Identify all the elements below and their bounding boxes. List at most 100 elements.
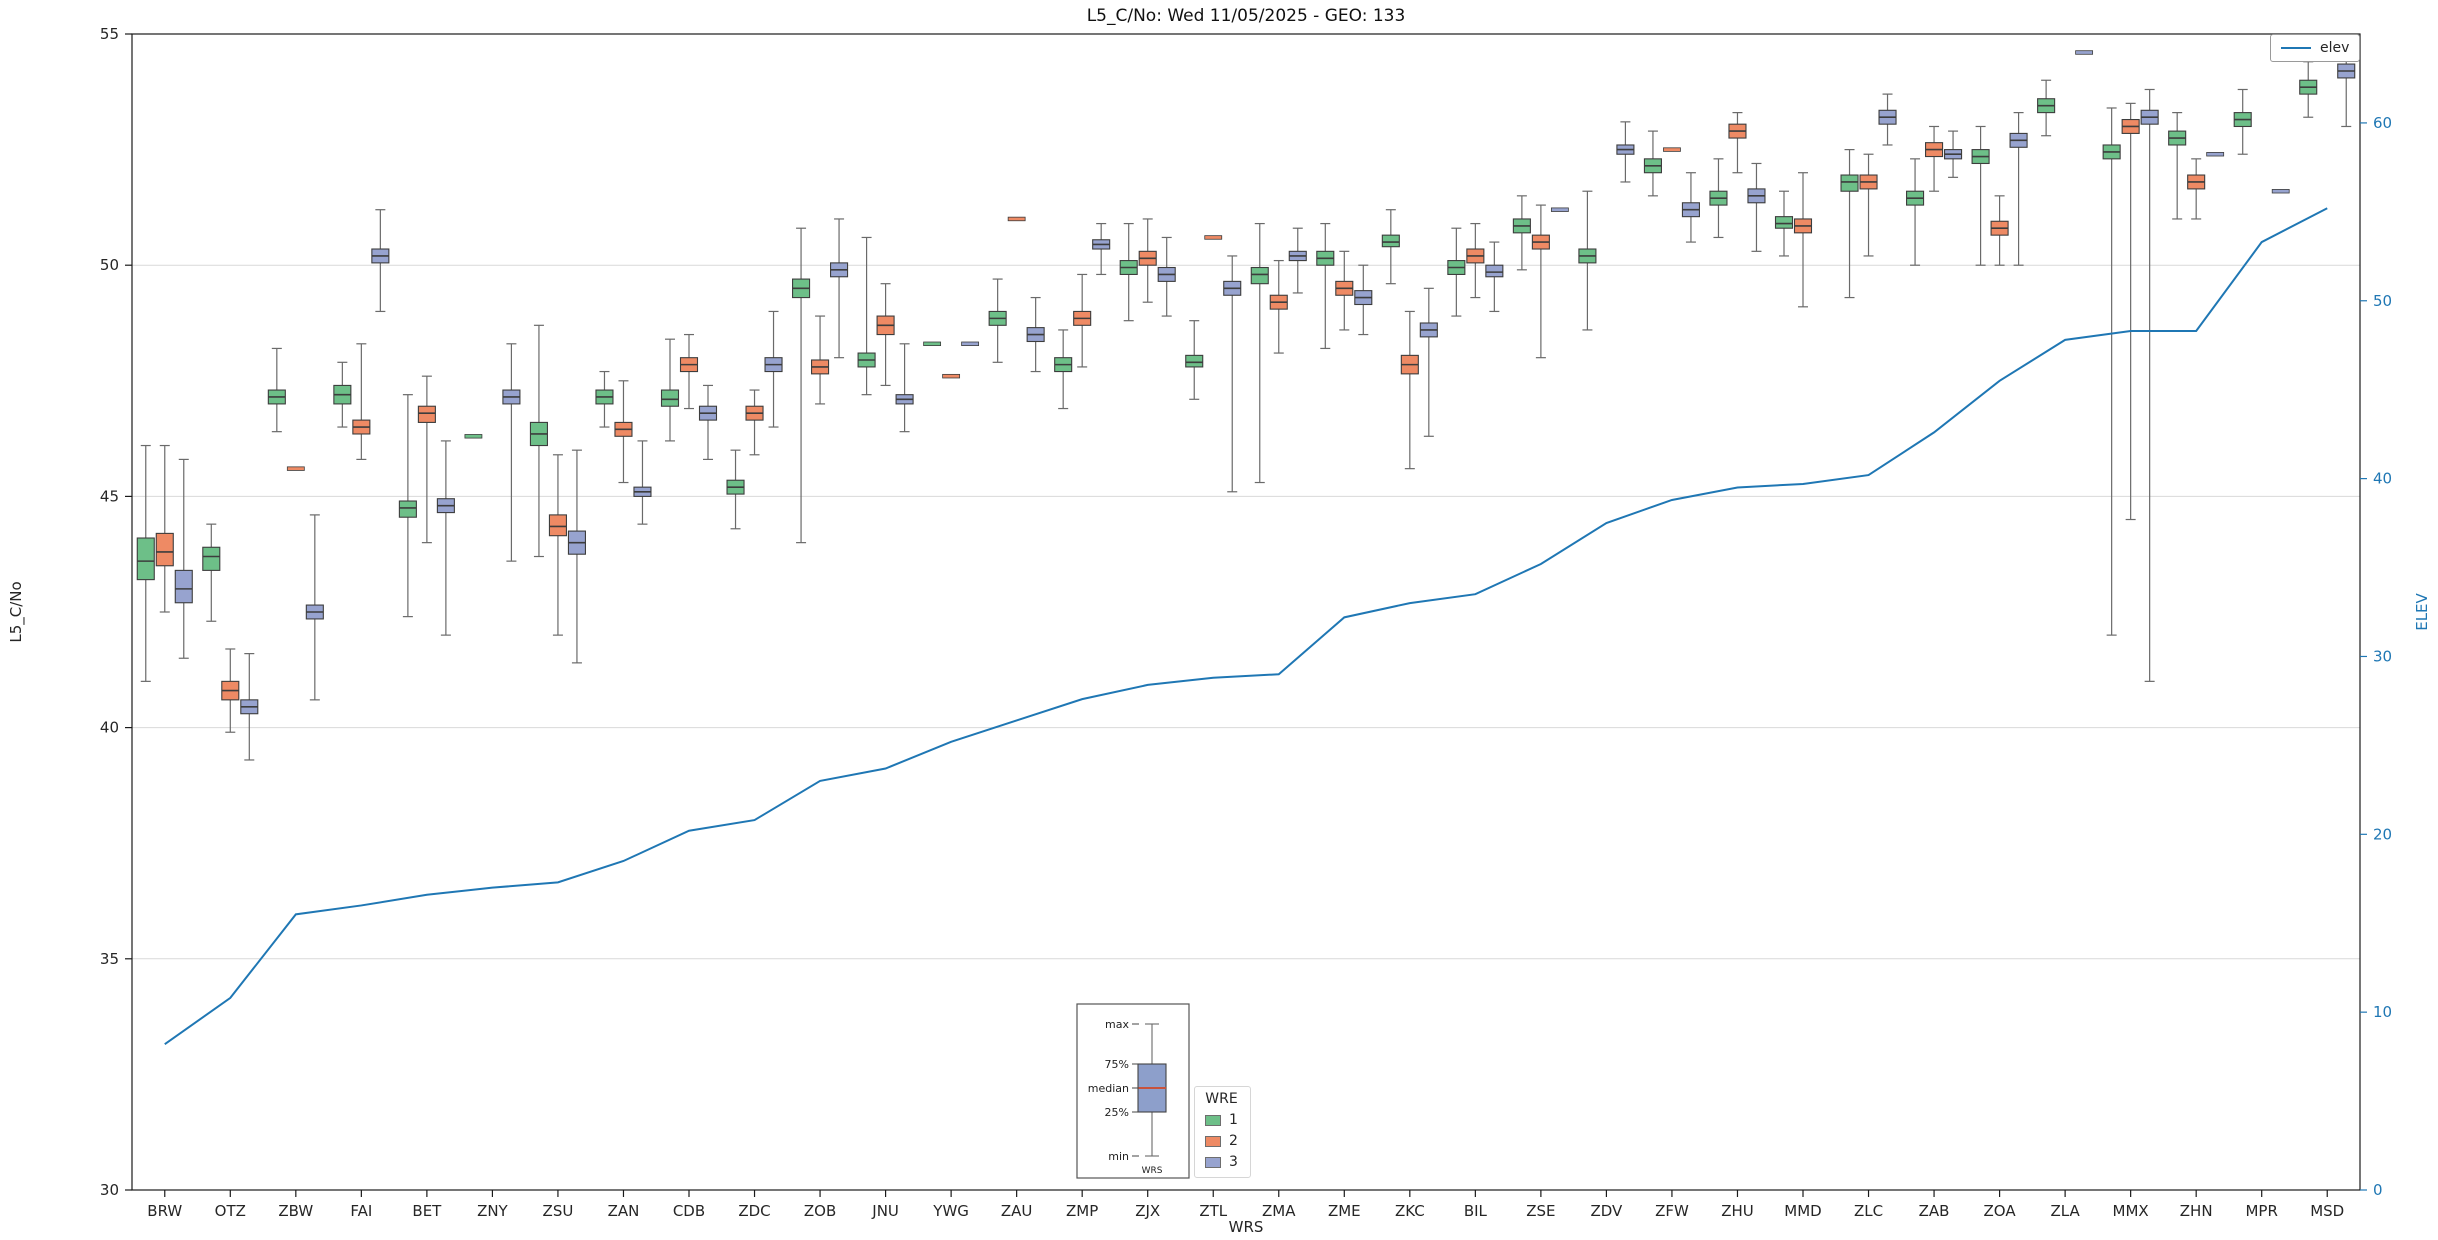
wre-legend-label: 2	[1229, 1133, 1238, 1149]
elev-line-icon	[2281, 47, 2311, 49]
box-dash-MPR-3	[2271, 189, 2290, 194]
x-tick-label-ZOA: ZOA	[1984, 1202, 2017, 1220]
y-tick-label: 55	[100, 25, 119, 43]
inset-label-max: max	[1105, 1018, 1129, 1031]
x-tick-label-ZLA: ZLA	[2050, 1202, 2080, 1220]
box-MMD-1	[1774, 216, 1794, 229]
box-dash-YWG-1	[923, 341, 942, 347]
box-dash-ZBW-2	[286, 466, 305, 471]
box-OTZ-1	[202, 546, 221, 571]
axes-border	[131, 33, 2361, 1191]
y2-tick-label: 40	[2373, 470, 2392, 488]
y2-tick-label: 60	[2373, 114, 2392, 132]
y-tick-label: 35	[100, 950, 119, 968]
y-tick-label: 45	[100, 487, 119, 505]
elev-legend: elev	[2270, 34, 2361, 62]
wre-legend-rows: 1 2 3	[1205, 1112, 1238, 1170]
inset-frame	[1076, 1003, 1190, 1179]
box-BET-1	[398, 500, 417, 518]
box-BRW-2	[155, 532, 174, 567]
x-tick-label-ZHN: ZHN	[2180, 1202, 2213, 1220]
x-tick-label-ZBW: ZBW	[278, 1202, 313, 1220]
x-tick-label-ZHU: ZHU	[1721, 1202, 1754, 1220]
x-tick-label-MMX: MMX	[2113, 1202, 2149, 1220]
box-dash-ZSE-3	[1550, 207, 1569, 212]
box-dash-ZLA-3	[2075, 50, 2094, 55]
inset-label-75%: 75%	[1105, 1058, 1129, 1071]
box-ZTL-1	[1185, 354, 1204, 368]
inset-label-min: min	[1108, 1150, 1129, 1163]
y2-tick-label: 20	[2373, 825, 2392, 843]
box-ZSU-2	[548, 514, 567, 537]
x-tick-label-YWG: YWG	[932, 1202, 969, 1220]
box-dash-ZFW-2	[1663, 147, 1681, 152]
x-tick-label-ZAU: ZAU	[1001, 1202, 1033, 1220]
x-tick-label-ZTL: ZTL	[1199, 1202, 1227, 1220]
x-tick-label-ZFW: ZFW	[1655, 1202, 1689, 1220]
x-tick-label-ZLC: ZLC	[1854, 1202, 1883, 1220]
y2-tick-label: 50	[2373, 292, 2392, 310]
x-tick-label-ZMA: ZMA	[1262, 1202, 1296, 1220]
box-ZMA-1	[1250, 266, 1269, 285]
box-BET-2	[417, 405, 436, 423]
y-tick-label: 50	[100, 256, 119, 274]
box-dash-ZAU-2	[1007, 216, 1026, 222]
wre-legend: WRE 1 2 3	[1194, 1086, 1251, 1178]
wre-legend-label: 1	[1229, 1112, 1238, 1128]
x-tick-label-JNU: JNU	[871, 1202, 899, 1220]
box-dash-ZHN-3	[2206, 152, 2225, 157]
x-tick-label-ZJX: ZJX	[1135, 1202, 1160, 1220]
x-tick-label-MPR: MPR	[2245, 1202, 2277, 1220]
y-axis-label: L5_C/No	[7, 581, 25, 643]
x-tick-label-ZDC: ZDC	[738, 1202, 770, 1220]
secondary-y-axis-label: ELEV	[2413, 593, 2431, 631]
box-dash-YWG-3	[961, 341, 980, 347]
x-tick-label-ZAN: ZAN	[608, 1202, 640, 1220]
box-BRW-3	[174, 569, 193, 604]
wre-swatch-icon	[1205, 1114, 1221, 1126]
elev-line	[164, 207, 2328, 1045]
x-tick-label-MSD: MSD	[2310, 1202, 2344, 1220]
y2-tick-label: 10	[2373, 1003, 2392, 1021]
x-tick-label-ZSU: ZSU	[543, 1202, 574, 1220]
y2-tick-label: 30	[2373, 647, 2392, 665]
y-tick-label: 30	[100, 1181, 119, 1199]
box-dash-YWG-2	[942, 373, 961, 379]
inset-xlabel: WRS	[1142, 1166, 1163, 1176]
wre-swatch-icon	[1205, 1135, 1221, 1147]
elev-legend-label: elev	[2320, 40, 2350, 56]
box-dash-ZTL-2	[1204, 235, 1223, 240]
x-tick-label-ZDV: ZDV	[1590, 1202, 1623, 1220]
wre-legend-item-1: 1	[1205, 1112, 1238, 1128]
x-tick-label-MMD: MMD	[1784, 1202, 1821, 1220]
x-tick-label-FAI: FAI	[350, 1202, 372, 1220]
box-ZKC-1	[1381, 234, 1400, 248]
wre-legend-item-2: 2	[1205, 1133, 1238, 1149]
x-tick-label-BET: BET	[412, 1202, 442, 1220]
wre-legend-label: 3	[1229, 1154, 1238, 1170]
x-tick-label-OTZ: OTZ	[215, 1202, 246, 1220]
x-tick-label-ZME: ZME	[1328, 1202, 1361, 1220]
wre-swatch-icon	[1205, 1156, 1221, 1168]
box-BRW-1	[136, 537, 155, 581]
x-tick-label-ZSE: ZSE	[1526, 1202, 1555, 1220]
box-CDB-1	[660, 389, 680, 407]
x-tick-label-BRW: BRW	[147, 1202, 182, 1220]
box-BIL-3	[1485, 264, 1504, 278]
x-tick-label-BIL: BIL	[1464, 1202, 1488, 1220]
x-axis-label: WRS	[1228, 1218, 1264, 1236]
x-tick-label-ZNY: ZNY	[477, 1202, 508, 1220]
x-tick-label-ZAB: ZAB	[1919, 1202, 1950, 1220]
box-ZLC-1	[1840, 174, 1859, 192]
chart-title: L5_C/No: Wed 11/05/2025 - GEO: 133	[1086, 6, 1406, 26]
y-tick-label: 40	[100, 719, 119, 737]
x-tick-label-ZKC: ZKC	[1395, 1202, 1425, 1220]
x-tick-label-CDB: CDB	[673, 1202, 705, 1220]
wre-legend-title: WRE	[1205, 1091, 1238, 1107]
x-tick-label-ZOB: ZOB	[804, 1202, 836, 1220]
box-dash-ZNY-1	[464, 434, 483, 439]
wre-legend-item-3: 3	[1205, 1154, 1238, 1170]
